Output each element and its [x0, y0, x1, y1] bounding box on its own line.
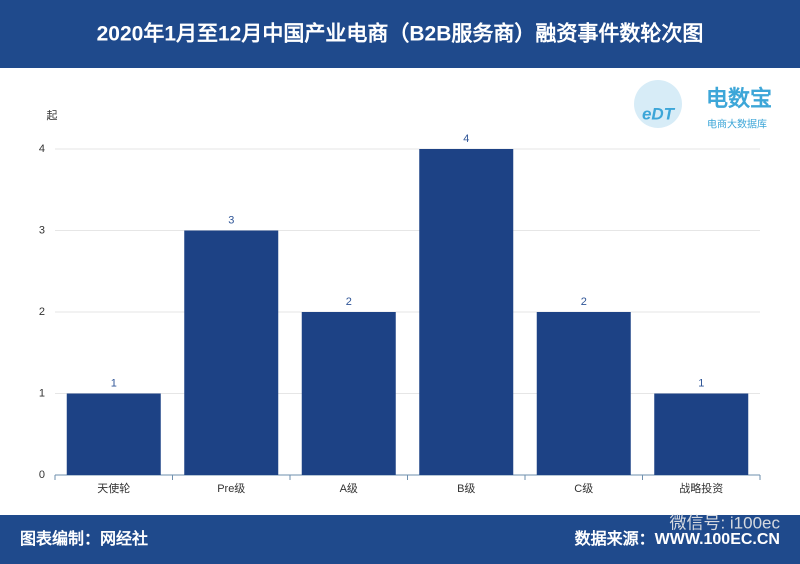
y-tick-label: 3: [39, 224, 45, 236]
y-unit: 起: [47, 109, 58, 122]
bar: [536, 312, 631, 475]
bar: [419, 149, 514, 475]
logo-cloud: [634, 80, 682, 128]
header-bar: [0, 0, 800, 68]
x-tick-label: Pre级: [217, 482, 245, 495]
value-label: 1: [698, 377, 704, 389]
bar: [301, 312, 396, 475]
x-tick-label: A级: [340, 482, 358, 495]
value-label: 2: [581, 296, 587, 308]
value-label: 2: [346, 296, 352, 308]
x-tick-label: B级: [457, 482, 475, 495]
bar: [654, 393, 749, 475]
y-tick-label: 2: [39, 306, 45, 318]
watermark: 微信号: i100ec: [669, 513, 780, 532]
bar: [66, 393, 161, 475]
y-tick-label: 0: [39, 469, 45, 481]
value-label: 4: [463, 133, 469, 145]
footer-bar: [0, 515, 800, 564]
chart-title: 2020年1月至12月中国产业电商（B2B服务商）融资事件数轮次图: [97, 22, 704, 46]
logo-mark: eDT: [642, 104, 676, 123]
value-label: 1: [111, 377, 117, 389]
x-tick-label: C级: [574, 482, 593, 495]
logo-tagline: 电商大数据库: [707, 118, 767, 131]
x-tick-label: 战略投资: [679, 481, 723, 495]
y-tick-label: 1: [39, 387, 45, 399]
logo-name: 电数宝: [706, 86, 772, 111]
y-tick-label: 4: [39, 143, 45, 155]
x-tick-label: 天使轮: [97, 481, 130, 495]
value-label: 3: [228, 214, 234, 226]
footer-right: 数据来源：WWW.100EC.CN: [575, 529, 780, 548]
footer-left: 图表编制：网经社: [20, 529, 148, 548]
bar: [184, 230, 279, 475]
